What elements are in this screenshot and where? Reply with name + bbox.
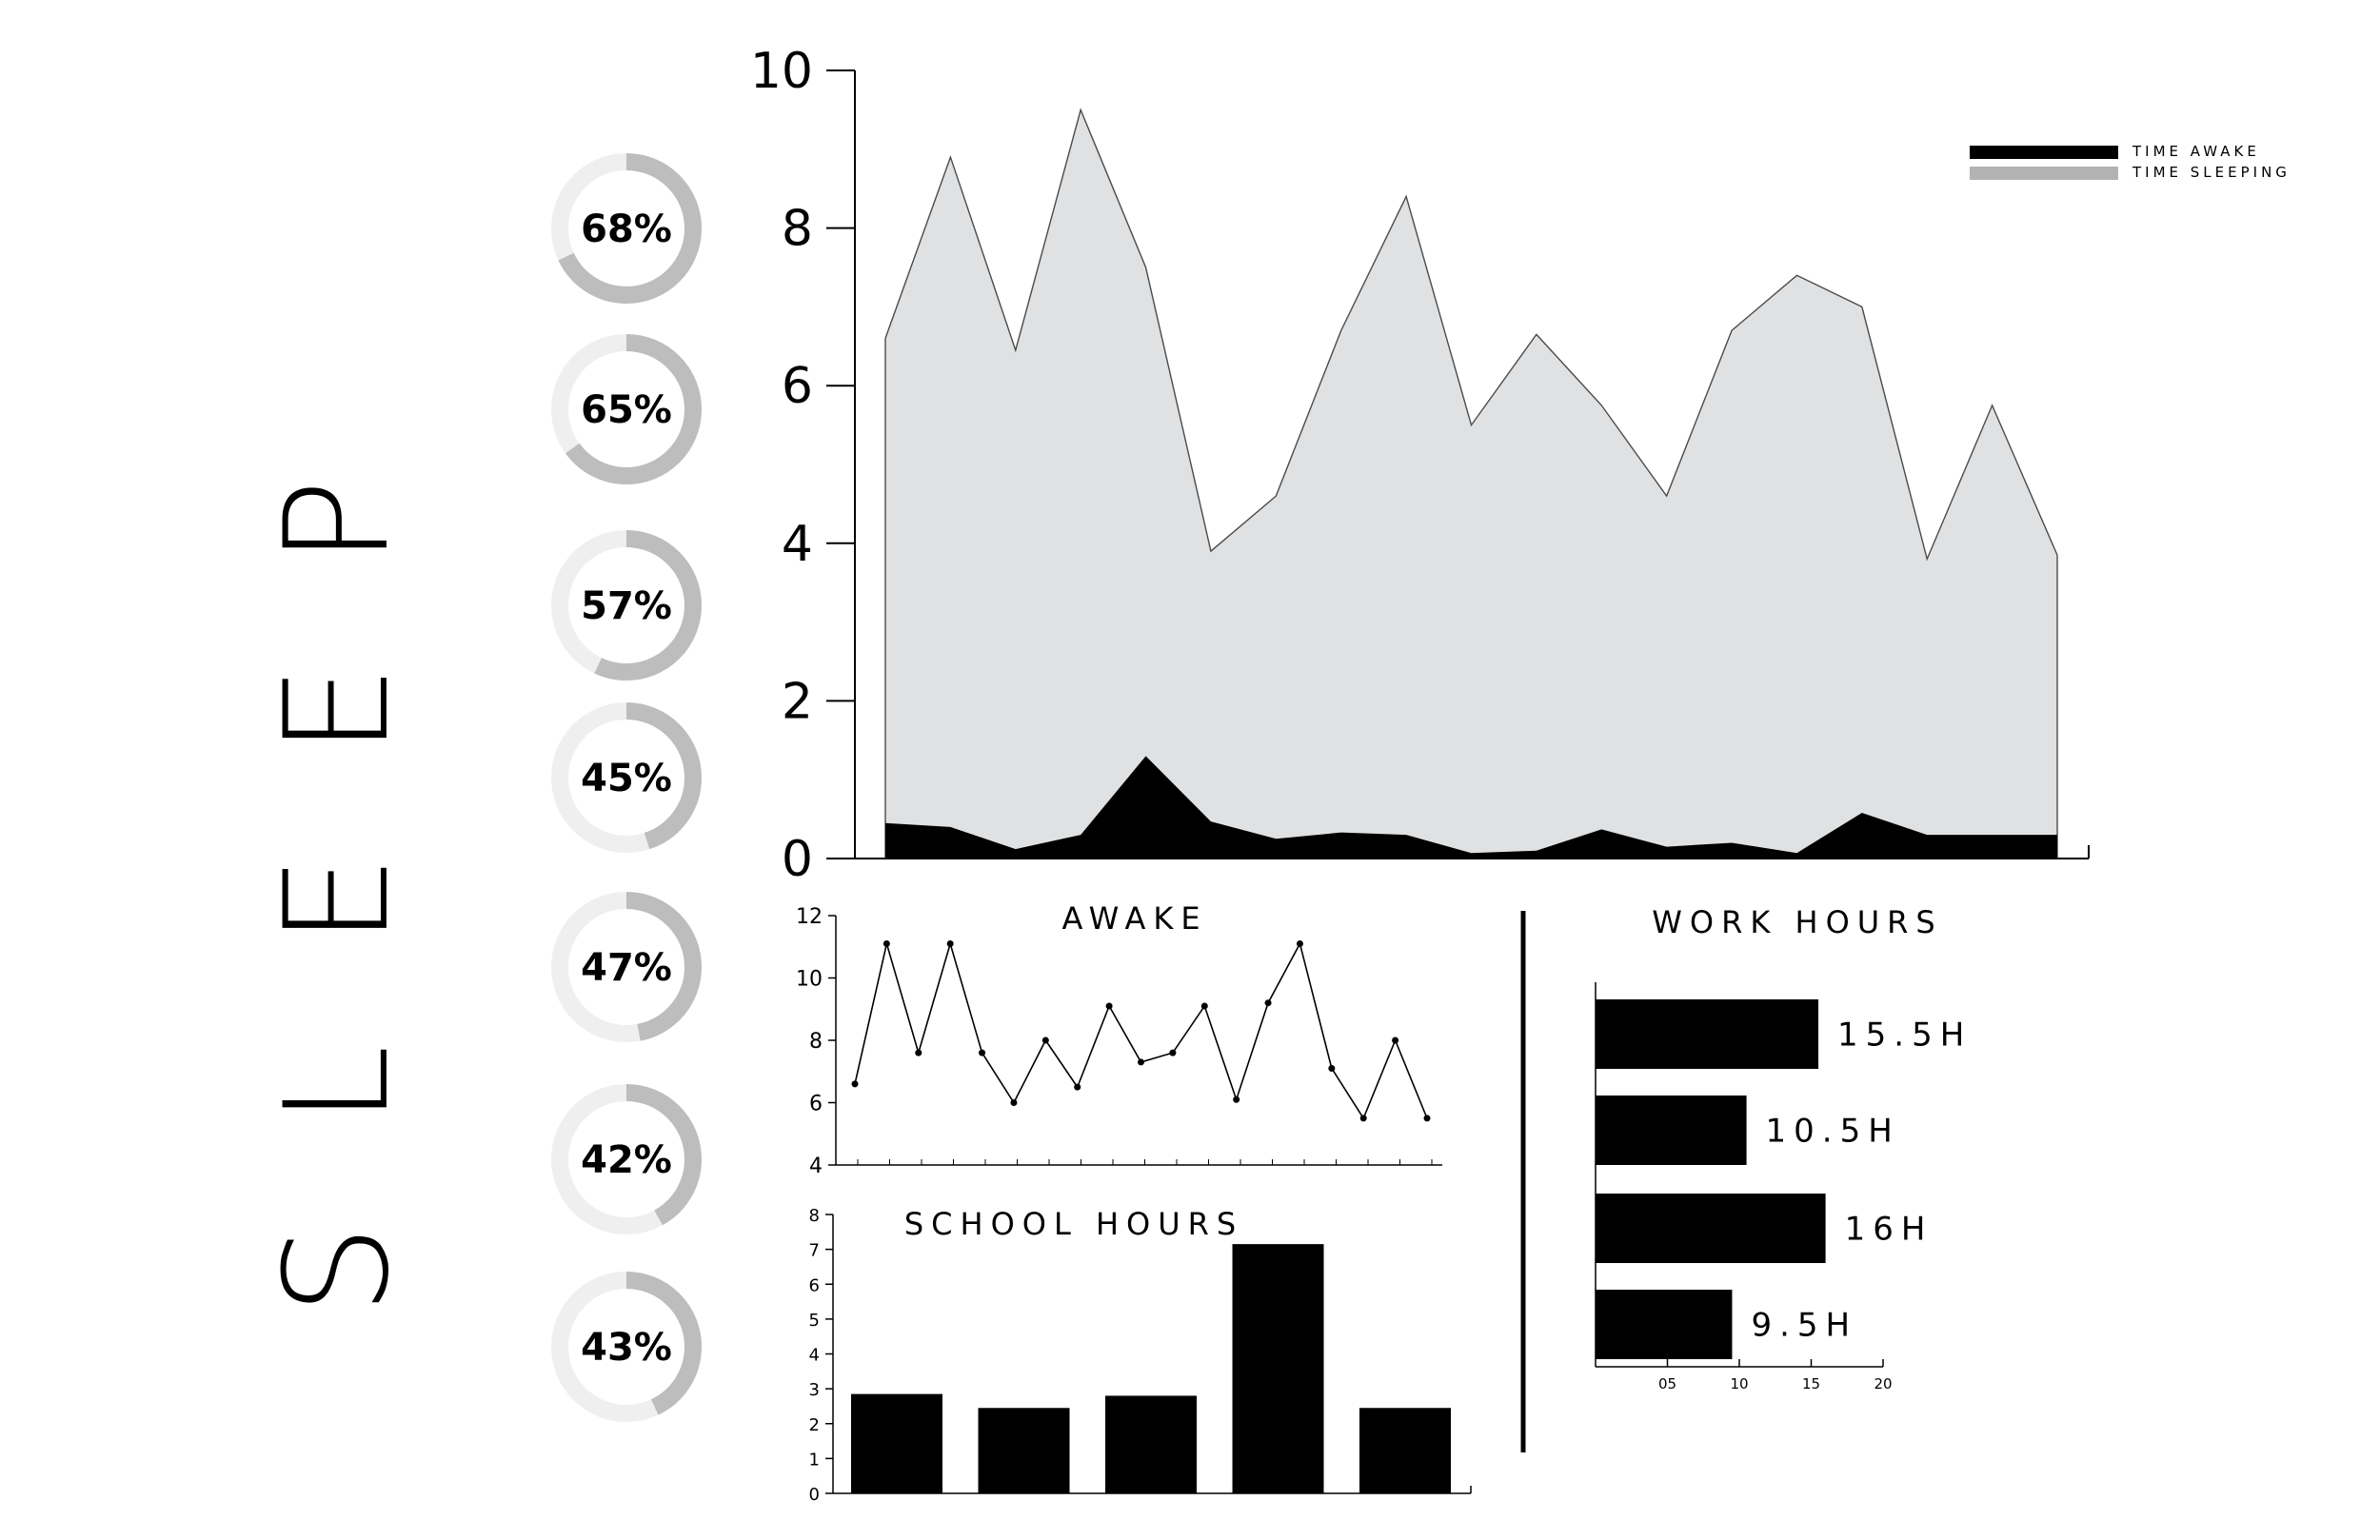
awake-point	[1264, 999, 1272, 1007]
awake-point	[979, 1049, 986, 1056]
school-bar	[1232, 1244, 1324, 1493]
awake-point	[1328, 1064, 1336, 1072]
donut-arc	[551, 1272, 702, 1422]
awake-y-tick-label: 10	[796, 968, 823, 992]
awake-point	[1392, 1037, 1399, 1044]
work-bar-label: 9.5H	[1751, 1307, 1857, 1345]
awake-y-tick-label: 4	[809, 1155, 823, 1178]
school-y-tick-label: 0	[809, 1485, 820, 1505]
y-tick-label: 0	[782, 831, 813, 888]
school-y-tick-label: 5	[809, 1311, 820, 1331]
donut-label: 65%	[581, 388, 672, 432]
awake-point	[1296, 939, 1303, 947]
work-x-tick-label: 10	[1730, 1375, 1748, 1392]
awake-point	[1010, 1099, 1018, 1106]
school-bar	[851, 1393, 942, 1493]
awake-point	[1138, 1058, 1144, 1066]
awake-point	[1105, 1002, 1113, 1010]
work-bar	[1596, 999, 1819, 1069]
donut-label: 43%	[581, 1326, 672, 1370]
work-bar-label: 16H	[1845, 1211, 1934, 1249]
awake-point	[883, 939, 890, 947]
awake-point	[1200, 1002, 1208, 1010]
school-bar	[1359, 1408, 1451, 1493]
legend-swatch-sleeping	[1970, 167, 2118, 180]
y-tick-label: 6	[782, 358, 813, 415]
work-title: WORK HOURS	[1652, 904, 1942, 940]
school-y-tick-label: 7	[809, 1241, 820, 1261]
donut-arc	[551, 892, 702, 1042]
legend-label-awake: TIME AWAKE	[2132, 143, 2260, 160]
donut-label: 42%	[581, 1138, 672, 1182]
y-tick-label: 4	[782, 516, 813, 573]
school-title: SCHOOL HOURS	[904, 1206, 1243, 1242]
awake-point	[915, 1049, 922, 1056]
awake-point	[946, 939, 954, 947]
school-y-tick-label: 3	[809, 1380, 820, 1400]
school-y-tick-label: 1	[809, 1450, 820, 1470]
work-x-tick-label: 20	[1874, 1375, 1892, 1392]
awake-line	[854, 940, 1428, 1120]
donut-arc	[551, 334, 702, 484]
work-bar	[1596, 1290, 1733, 1359]
time-sleeping-area	[885, 109, 2057, 859]
awake-point	[1041, 1037, 1049, 1044]
donut-arc	[551, 702, 702, 853]
awake-y-tick-label: 8	[809, 1030, 823, 1054]
donut-arc	[551, 153, 702, 304]
awake-point	[1359, 1115, 1367, 1122]
awake-point	[851, 1080, 859, 1088]
school-bar	[1105, 1395, 1197, 1493]
school-y-tick-label: 6	[809, 1275, 820, 1295]
donut-label: 45%	[581, 757, 672, 800]
work-bar-label: 10.5H	[1766, 1113, 1900, 1151]
y-tick-label: 2	[782, 673, 813, 730]
work-bar	[1596, 1194, 1826, 1263]
school-y-tick-label: 4	[809, 1346, 820, 1366]
school-bar	[978, 1408, 1070, 1493]
awake-y-tick-label: 6	[809, 1093, 823, 1116]
legend-label-sleeping: TIME SLEEPING	[2132, 164, 2291, 181]
awake-y-tick-label: 12	[796, 905, 823, 929]
school-y-tick-label: 2	[809, 1415, 820, 1435]
donut-label: 68%	[581, 207, 672, 251]
work-bar-label: 15.5H	[1837, 1017, 1972, 1055]
donut-arc	[551, 1084, 702, 1234]
work-x-tick-label: 15	[1802, 1375, 1820, 1392]
donut-label: 47%	[581, 946, 672, 990]
awake-point	[1423, 1115, 1431, 1122]
donut-arc	[551, 530, 702, 681]
time-awake-area	[885, 756, 2057, 859]
awake-point	[1169, 1049, 1177, 1056]
work-bar	[1596, 1096, 1747, 1165]
awake-point	[1233, 1096, 1240, 1103]
legend-swatch-awake	[1970, 146, 2118, 159]
y-tick-label: 8	[782, 201, 813, 258]
awake-title: AWAKE	[1061, 900, 1207, 937]
y-tick-label: 10	[750, 43, 813, 100]
work-x-tick-label: 05	[1658, 1375, 1676, 1392]
time-sleeping-line	[884, 108, 2058, 562]
school-y-tick-label: 8	[809, 1206, 820, 1226]
awake-point	[1074, 1083, 1081, 1091]
donut-label: 57%	[581, 584, 672, 628]
